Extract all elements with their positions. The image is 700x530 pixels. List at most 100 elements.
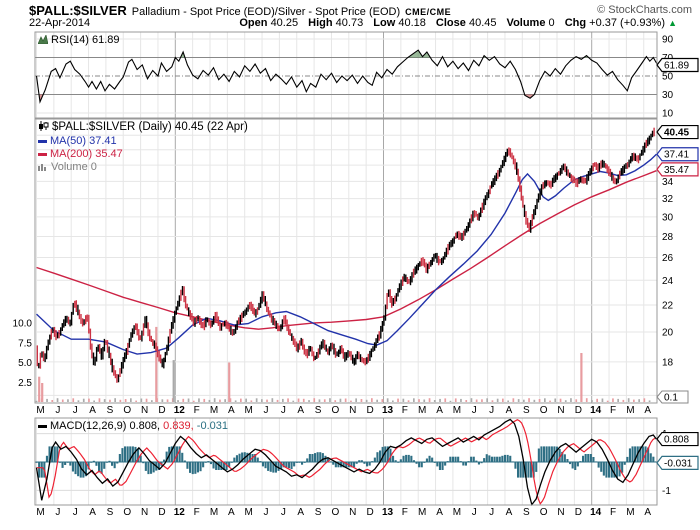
svg-text:0.1: 0.1 — [664, 393, 678, 404]
high-value: 40.73 — [335, 17, 364, 29]
macd-legend: MACD(12,26,9) 0.808, 0.839, -0.031 — [38, 420, 228, 432]
svg-text:S: S — [107, 507, 114, 518]
svg-text:M: M — [36, 405, 44, 416]
svg-text:-0.031: -0.031 — [664, 458, 693, 469]
svg-text:O: O — [540, 507, 548, 518]
svg-text:J: J — [264, 405, 269, 416]
volume-legend-row: Volume 0 — [38, 161, 248, 175]
x-axis-labels: M J J A S O N D 12 F M A M J J A S O N D 13 F M A M J J A S O N D 14 F M AM… — [36, 405, 651, 518]
svg-text:S: S — [315, 405, 322, 416]
ma50-line — [36, 153, 657, 355]
svg-text:F: F — [194, 405, 200, 416]
svg-text:50: 50 — [662, 72, 674, 83]
main-legend-title-row: $PALL:$SILVER (Daily) 40.45 (22 Apr) — [38, 121, 248, 135]
svg-text:M: M — [453, 507, 461, 518]
svg-text:13: 13 — [382, 507, 394, 518]
svg-text:S: S — [523, 405, 530, 416]
svg-text:14: 14 — [590, 507, 602, 518]
svg-text:14: 14 — [590, 405, 602, 416]
svg-text:40.45: 40.45 — [664, 128, 689, 139]
svg-text:A: A — [436, 507, 443, 518]
svg-text:A: A — [228, 507, 235, 518]
axis-tag — [656, 431, 699, 447]
svg-text:18: 18 — [662, 357, 674, 368]
macd-panel: 1-1 — [35, 418, 671, 507]
svg-text:D: D — [367, 405, 374, 416]
svg-text:J: J — [55, 405, 60, 416]
svg-text:J: J — [489, 507, 494, 518]
rsi-chart-icon — [37, 33, 49, 47]
open-label: Open — [239, 17, 268, 29]
svg-text:J: J — [264, 507, 269, 518]
svg-text:M: M — [626, 405, 634, 416]
macd-value-2: 0.839, — [163, 420, 194, 432]
svg-text:F: F — [402, 405, 408, 416]
axis-tag — [656, 57, 699, 73]
svg-text:J: J — [281, 405, 286, 416]
axis-tag — [656, 124, 699, 140]
macd-name: MACD(12,26,9) — [50, 420, 127, 432]
open-value: 40.25 — [270, 17, 299, 29]
volume-spike — [155, 326, 158, 402]
svg-text:D: D — [575, 405, 582, 416]
axis-tag — [656, 455, 699, 470]
svg-text:A: A — [228, 405, 235, 416]
svg-text:J: J — [73, 405, 78, 416]
grid-lines — [36, 32, 657, 505]
svg-text:J: J — [73, 507, 78, 518]
svg-text:S: S — [523, 507, 530, 518]
svg-text:N: N — [141, 405, 148, 416]
symbol-title: $PALL:$SILVER — [29, 3, 127, 18]
exchange-label: CME/CME — [405, 7, 452, 17]
svg-text:12: 12 — [174, 507, 186, 518]
symbol-description: Palladium - Spot Price (EOD)/Silver - Sp… — [131, 6, 401, 18]
chg-label: Chg — [564, 17, 587, 29]
svg-text:N: N — [349, 405, 356, 416]
svg-text:J: J — [472, 405, 477, 416]
svg-text:35.47: 35.47 — [664, 165, 689, 176]
svg-text:M: M — [245, 405, 253, 416]
svg-text:A: A — [506, 405, 513, 416]
ma200-swatch-icon — [38, 152, 47, 156]
svg-text:30: 30 — [662, 212, 674, 223]
svg-text:22: 22 — [662, 300, 674, 311]
svg-text:24: 24 — [662, 276, 674, 287]
volume-bars-icon — [38, 162, 48, 175]
ma200-line — [36, 170, 657, 330]
main-legend-title: $PALL:$SILVER (Daily) 40.45 (22 Apr) — [52, 121, 248, 133]
svg-text:37.41: 37.41 — [664, 150, 689, 161]
svg-text:M: M — [36, 507, 44, 518]
svg-text:N: N — [557, 507, 564, 518]
svg-text:O: O — [123, 507, 131, 518]
svg-text:M: M — [245, 507, 253, 518]
svg-text:F: F — [402, 507, 408, 518]
svg-text:J: J — [55, 507, 60, 518]
volume-tag — [656, 390, 689, 404]
svg-text:J: J — [281, 507, 286, 518]
panel-borders — [34, 31, 658, 506]
svg-text:F: F — [610, 405, 616, 416]
svg-text:5.0: 5.0 — [18, 358, 32, 369]
quote-strip: Open 40.25 High 40.73 Low 40.18 Close 40… — [232, 17, 689, 29]
low-value: 40.18 — [398, 17, 426, 29]
axis-tag — [656, 147, 699, 162]
svg-text:7.5: 7.5 — [18, 338, 32, 349]
svg-text:A: A — [297, 405, 304, 416]
svg-text:M: M — [453, 405, 461, 416]
svg-text:90: 90 — [662, 35, 674, 46]
axis-tag — [656, 162, 699, 177]
svg-text:0.808: 0.808 — [664, 435, 689, 446]
svg-text:2.5: 2.5 — [18, 378, 32, 389]
svg-text:N: N — [349, 507, 356, 518]
axis-tags: 61.89 40.45 37.41 35.47 0.1 0.808 -0.031 — [656, 57, 699, 470]
rsi-legend-label: RSI(14) 61.89 — [51, 34, 120, 46]
svg-text:D: D — [367, 507, 374, 518]
macd-histogram — [35, 446, 657, 478]
svg-text:30: 30 — [662, 90, 674, 101]
candlesticks — [36, 127, 655, 383]
quote-date: 22-Apr-2014 — [29, 17, 91, 29]
svg-text:A: A — [436, 405, 443, 416]
svg-text:M: M — [418, 507, 426, 518]
ma200-legend: MA(200) 35.47 — [50, 148, 123, 160]
